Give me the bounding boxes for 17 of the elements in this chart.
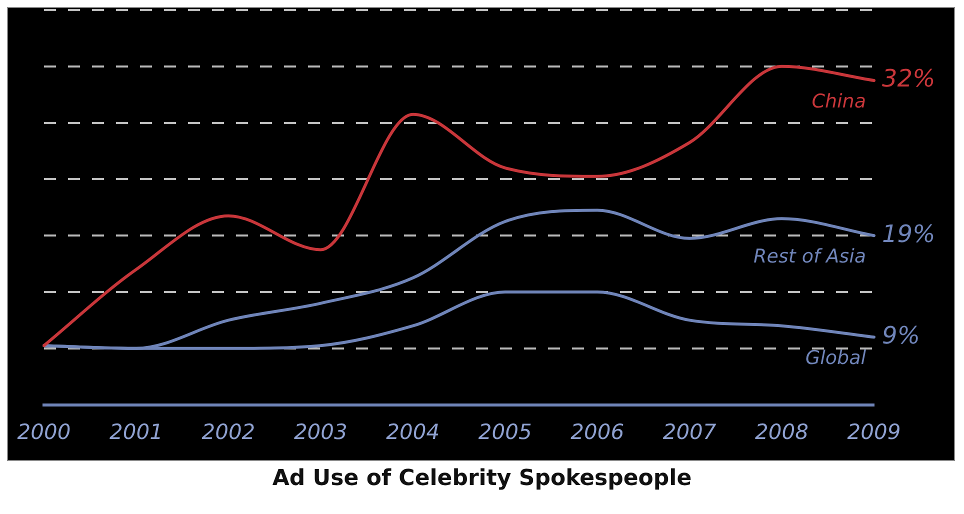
annotation: 9% (882, 321, 920, 350)
x-tick-label: 2005 (478, 420, 532, 444)
x-tick-label: 2004 (386, 420, 440, 444)
x-tick-label: 2003 (294, 420, 348, 444)
text: Ad Use of Celebrity Spokespeople (271, 466, 693, 491)
series-label: Rest of Asia (754, 246, 866, 268)
annotation: 19% (882, 220, 936, 248)
series-label: China (812, 90, 866, 112)
x-tick-label: 2001 (109, 420, 163, 444)
x-tick-label: 2006 (570, 420, 624, 444)
x-tick-label: 2002 (202, 420, 256, 444)
series-label: Global (805, 347, 867, 370)
x-tick-label: 2009 (847, 420, 901, 444)
x-tick-label: 2007 (662, 420, 717, 444)
annotation: 32% (882, 64, 936, 93)
x-tick-label: 2000 (17, 420, 71, 444)
x-tick-label: 2008 (755, 420, 809, 444)
